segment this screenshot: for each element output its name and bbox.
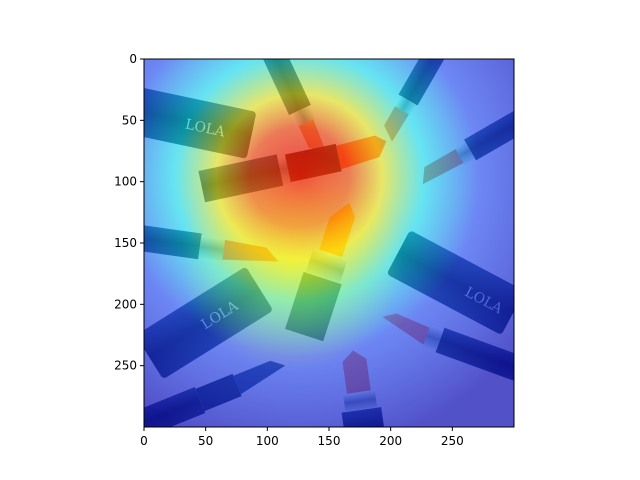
y-tick-label: 250 xyxy=(114,359,137,373)
x-tick-label: 100 xyxy=(256,434,279,448)
x-tick-label: 0 xyxy=(140,434,148,448)
x-axis: 0 50 100 150 200 250 xyxy=(140,427,464,448)
x-tick-label: 50 xyxy=(198,434,213,448)
y-tick-label: 0 xyxy=(129,52,137,66)
lipstick-photo: LOLA LOLA xyxy=(144,59,514,427)
y-tick-label: 150 xyxy=(114,236,137,250)
x-tick-label: 150 xyxy=(318,434,341,448)
x-tick-label: 200 xyxy=(379,434,402,448)
x-tick-label: 250 xyxy=(441,434,464,448)
y-tick-label: 100 xyxy=(114,175,137,189)
y-axis: 0 50 100 150 200 250 xyxy=(114,52,144,373)
y-tick-label: 50 xyxy=(122,113,137,127)
y-tick-label: 200 xyxy=(114,297,137,311)
